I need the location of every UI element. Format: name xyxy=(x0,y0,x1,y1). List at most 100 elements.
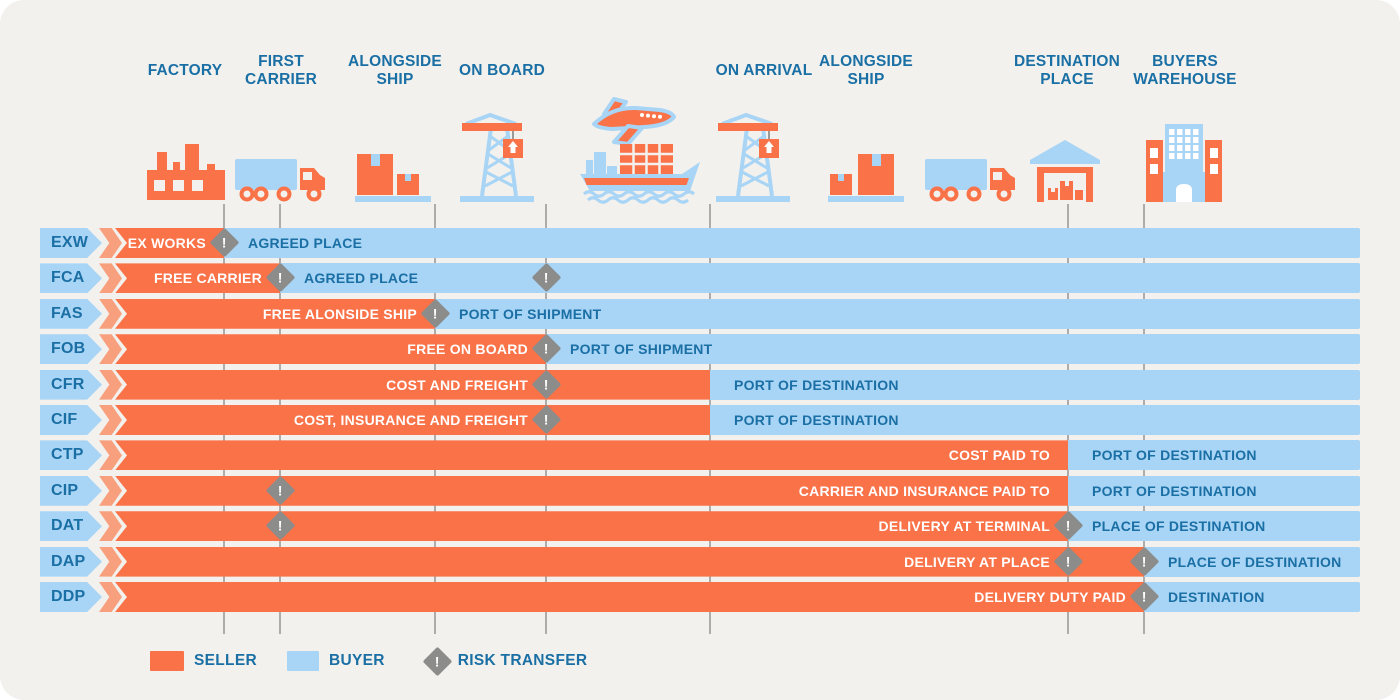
seller-term-label: CARRIER AND INSURANCE PAID TO xyxy=(798,482,1050,499)
onboard-crane-icon xyxy=(460,112,546,202)
chevron-icon xyxy=(99,440,122,471)
seller-term-label: DELIVERY AT TERMINAL xyxy=(878,518,1050,535)
incoterm-code: EXW xyxy=(40,228,102,258)
buyer-place-label: AGREED PLACE xyxy=(304,270,419,287)
exclamation-glyph: ! xyxy=(543,411,549,428)
buyer-bar xyxy=(1068,475,1360,506)
buyer-place-label: PORT OF DESTINATION xyxy=(734,376,899,393)
exclamation-glyph: ! xyxy=(1065,553,1071,570)
station-label: FIRST CARRIER xyxy=(244,53,317,88)
exclamation-glyph: ! xyxy=(1141,553,1147,570)
arrival-boxes-icon xyxy=(828,150,904,202)
seller-term-label: COST AND FREIGHT xyxy=(386,376,528,393)
buyer-color-swatch xyxy=(286,651,319,671)
incoterm-row-fob: FOB FREE ON BOARD PORT OF SHIPMENT! xyxy=(0,333,1400,365)
incoterm-code: DAP xyxy=(40,546,102,577)
incoterm-code: DDP xyxy=(40,582,102,612)
seller-term-label: COST, INSURANCE AND FREIGHT xyxy=(293,412,528,428)
incoterm-row-fas: FAS FREE ALONSIDE SHIP PORT OF SHIPMENT! xyxy=(0,298,1400,329)
chevron-icon xyxy=(99,475,122,506)
first-carrier-truck-icon xyxy=(235,155,331,202)
seller-bar xyxy=(115,263,280,294)
seller-term-label: DELIVERY DUTY PAID xyxy=(974,589,1126,605)
buyer-bar xyxy=(1144,546,1360,577)
incoterm-code: CTP xyxy=(40,440,102,471)
legend-seller-label: SELLER xyxy=(194,652,257,669)
chevron-icon xyxy=(99,582,122,612)
buyer-place-label: AGREED PLACE xyxy=(248,235,363,251)
exclamation-glyph: ! xyxy=(432,305,438,322)
buyer-bar xyxy=(710,405,1360,435)
buyer-bar xyxy=(1144,582,1360,612)
incoterm-code: FCA xyxy=(40,263,102,294)
seller-term-label: COST PAID TO xyxy=(948,447,1050,464)
chevron-icon xyxy=(99,546,122,577)
seller-bar xyxy=(115,582,1144,612)
chevron-icon xyxy=(99,298,122,329)
arrival-crane-icon xyxy=(716,112,802,202)
buyer-bar xyxy=(1068,440,1360,471)
chevron-icon xyxy=(99,228,122,258)
exclamation-glyph: ! xyxy=(1141,588,1147,605)
seller-bar xyxy=(115,369,710,400)
exclamation-glyph: ! xyxy=(277,517,283,534)
incoterm-row-ddp: DDP DELIVERY DUTY PAID DESTINATION! xyxy=(0,581,1400,612)
buyers-warehouse-icon xyxy=(1146,124,1222,202)
alongside-ship-boxes-icon xyxy=(355,150,431,202)
buyer-bar xyxy=(280,263,1360,294)
incoterm-row-dat: DAT DELIVERY AT TERMINAL PLACE OF DESTINAT… xyxy=(0,510,1400,542)
incoterm-code: FAS xyxy=(40,298,102,329)
exclamation-glyph: ! xyxy=(543,269,549,286)
buyer-place-label: PORT OF SHIPMENT xyxy=(459,305,602,322)
exclamation-glyph: ! xyxy=(277,269,283,286)
legend: SELLER BUYER ! RISK TRANSFER xyxy=(150,646,587,676)
seller-color-swatch xyxy=(150,651,184,671)
incoterm-row-fca: FCA FREE CARRIER AGREED PLACE!! xyxy=(0,263,1400,294)
seller-term-label: DELIVERY AT PLACE xyxy=(904,553,1050,570)
chevron-icon xyxy=(99,263,122,294)
incoterm-code: CFR xyxy=(40,369,102,400)
incoterm-code: DAT xyxy=(40,511,102,542)
buyer-place-label: PORT OF DESTINATION xyxy=(1092,447,1257,464)
exclamation-glyph: ! xyxy=(1065,517,1071,534)
chevron-icon xyxy=(99,334,122,365)
buyer-bar xyxy=(710,369,1360,400)
legend-risk-label: RISK TRANSFER xyxy=(457,652,588,669)
seller-bar xyxy=(115,228,224,258)
seller-term-label: FREE CARRIER xyxy=(153,270,262,287)
buyer-place-label: PLACE OF DESTINATION xyxy=(1168,553,1342,570)
seller-bar xyxy=(115,405,710,435)
incoterm-row-cip: CIP CARRIER AND INSURANCE PAID TO PORT OF … xyxy=(0,475,1400,506)
incoterm-row-exw: EXW EX WORKS AGREED PLACE! xyxy=(0,227,1400,258)
seller-term-label: FREE ALONSIDE SHIP xyxy=(262,305,417,322)
seller-term-label: FREE ON BOARD xyxy=(407,341,528,358)
chevron-icon xyxy=(99,369,122,400)
incoterm-code: CIF xyxy=(40,405,102,435)
chevron-icon xyxy=(99,511,122,542)
seller-bar xyxy=(115,334,546,365)
chevron-icon xyxy=(99,405,122,435)
exclamation-glyph: ! xyxy=(221,234,227,251)
buyer-bar xyxy=(1068,511,1360,542)
incoterm-row-ctp: CTP COST PAID TO PORT OF DESTINATION xyxy=(0,440,1400,471)
buyer-place-label: PORT OF DESTINATION xyxy=(1092,482,1257,499)
seller-bar xyxy=(115,440,1068,471)
buyer-place-label: PORT OF DESTINATION xyxy=(734,412,899,428)
risk-transfer-icon: ! xyxy=(422,646,453,676)
buyer-place-label: PLACE OF DESTINATION xyxy=(1092,518,1266,535)
buyer-bar xyxy=(224,228,1360,258)
incoterm-code: FOB xyxy=(40,334,102,365)
station-label: ALONGSIDE SHIP xyxy=(348,53,442,88)
seller-bar xyxy=(115,546,1144,577)
station-label: FACTORY xyxy=(147,62,223,79)
incoterm-code: CIP xyxy=(40,475,102,506)
buyer-bar xyxy=(435,298,1360,329)
delivery-truck-icon xyxy=(925,155,1021,202)
airfreight-and-cargo-ship-icon xyxy=(578,96,702,204)
buyer-place-label: PORT OF SHIPMENT xyxy=(570,341,713,358)
factory-icon xyxy=(147,142,225,200)
station-label: ON BOARD xyxy=(459,62,545,79)
buyer-place-label: DESTINATION xyxy=(1168,589,1265,605)
station-label: DESTINATION PLACE xyxy=(1013,53,1121,88)
